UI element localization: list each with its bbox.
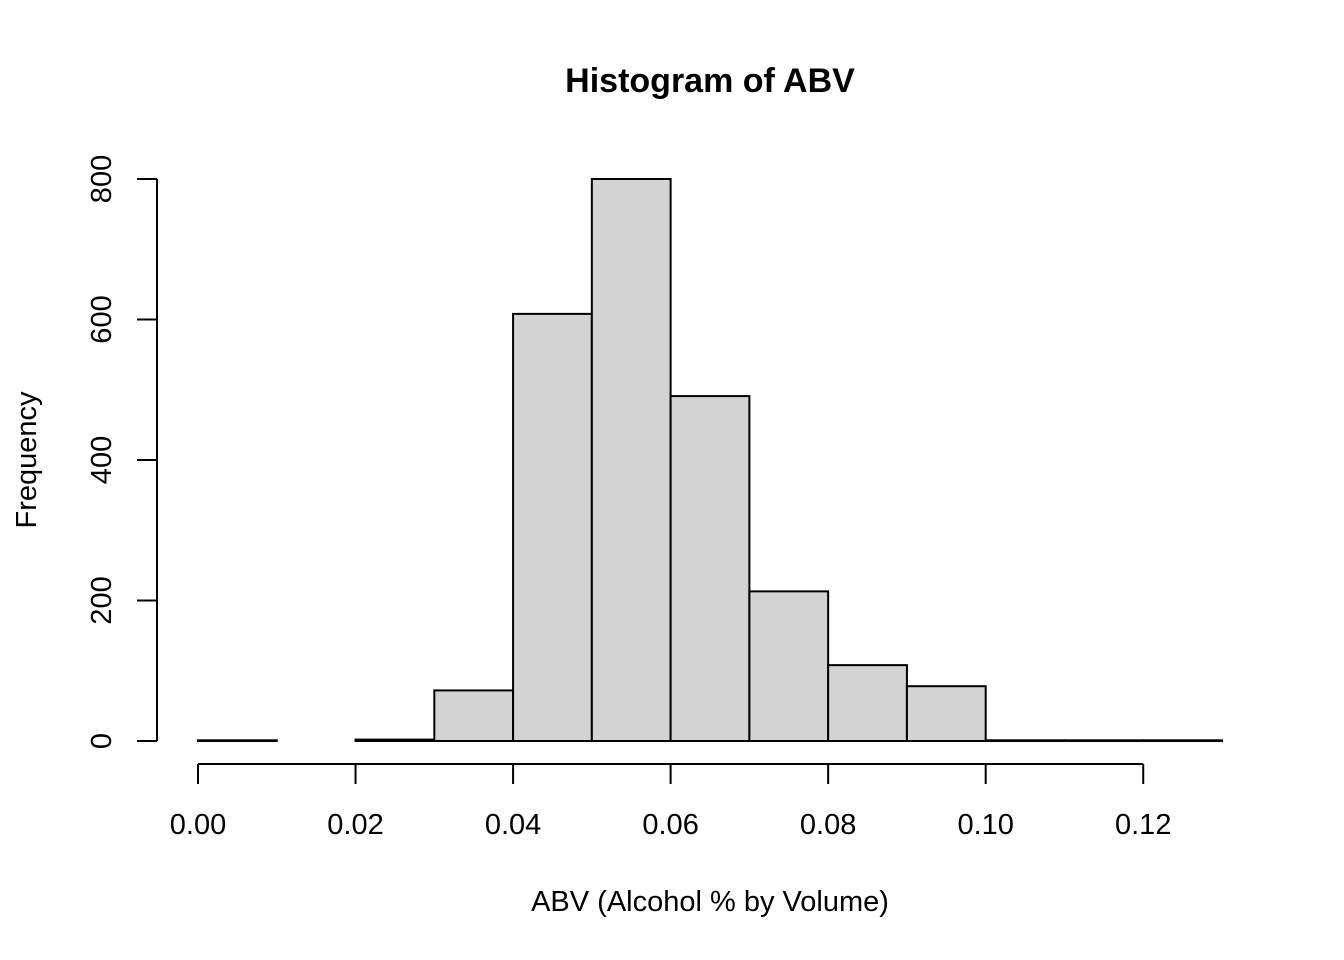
x-axis: 0.00 0.02 0.04 0.06 0.08 0.10 0.12 [170, 763, 1171, 841]
bars-group [197, 178, 1223, 743]
histogram-bar [197, 739, 278, 742]
histogram-bar [590, 178, 672, 742]
y-tick-label: 0 [86, 733, 118, 749]
y-tick-label: 400 [86, 436, 118, 484]
y-tick-label: 600 [86, 295, 118, 343]
x-tick-label: 0.02 [327, 809, 383, 841]
y-tick-label: 200 [86, 576, 118, 624]
y-tick-label: 800 [86, 155, 118, 203]
histogram-bar [512, 312, 593, 742]
chart-title: Histogram of ABV [565, 62, 855, 100]
histogram-bar [433, 689, 515, 742]
x-tick-label: 0.04 [485, 809, 541, 841]
histogram-bar [984, 739, 1066, 742]
x-tick-label: 0.06 [642, 809, 698, 841]
x-tick-label: 0.00 [170, 809, 226, 841]
histogram-bar [354, 738, 436, 742]
x-axis-label: ABV (Alcohol % by Volume) [531, 886, 889, 918]
y-axis-label: Frequency [11, 391, 43, 529]
histogram-bar [1063, 739, 1145, 742]
y-axis: 0 200 400 600 800 [86, 155, 158, 749]
histogram-bar [827, 664, 908, 743]
histogram-bar [905, 685, 987, 743]
x-tick-label: 0.12 [1115, 809, 1171, 841]
histogram-bar [669, 395, 751, 742]
histogram-bar [1142, 739, 1223, 742]
histogram-bar [748, 590, 830, 742]
x-tick-label: 0.10 [957, 809, 1013, 841]
x-tick-label: 0.08 [800, 809, 856, 841]
